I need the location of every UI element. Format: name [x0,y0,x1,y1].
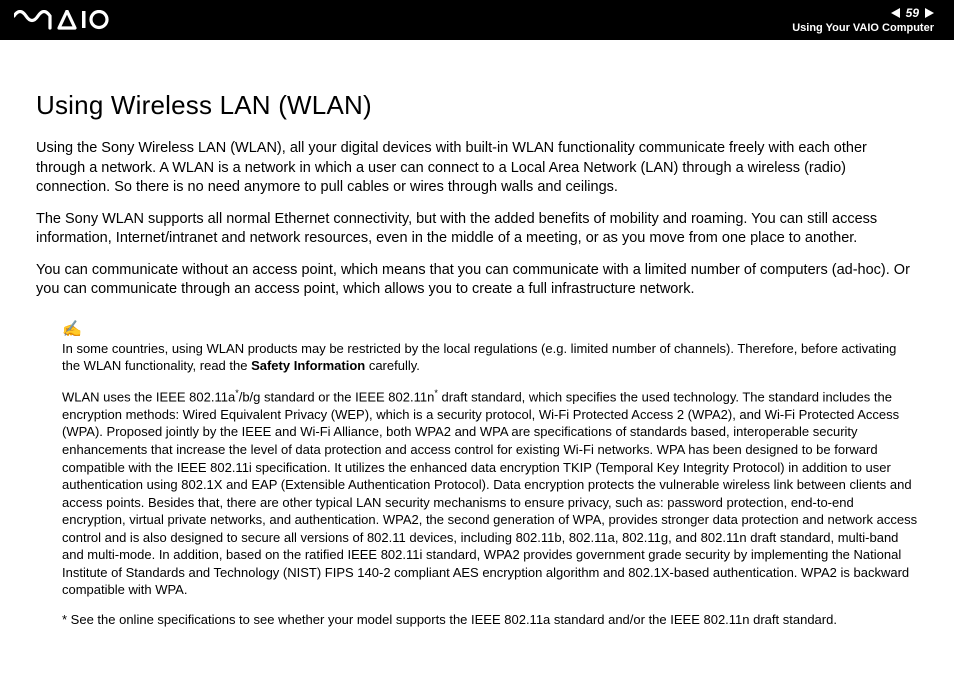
footnote: * See the online specifications to see w… [62,611,918,629]
page-header: 59 Using Your VAIO Computer [0,0,954,40]
note-block: ✍ In some countries, using WLAN products… [36,322,918,629]
page-title: Using Wireless LAN (WLAN) [36,90,918,121]
page-content: Using Wireless LAN (WLAN) Using the Sony… [0,40,954,648]
note-icon: ✍ [62,322,918,338]
note-text-part: carefully. [365,358,420,373]
paragraph: Using the Sony Wireless LAN (WLAN), all … [36,139,918,198]
page-number: 59 [906,6,919,20]
note-bold: Safety Information [251,358,365,373]
prev-page-icon[interactable] [891,8,900,18]
vaio-logo [14,10,110,30]
next-page-icon[interactable] [925,8,934,18]
paragraph: You can communicate without an access po… [36,261,918,300]
note-text-part: /b/g standard or the IEEE 802.11n [239,389,435,404]
note-regulation: In some countries, using WLAN products m… [62,340,918,375]
page-nav: 59 [891,6,934,20]
paragraph: The Sony WLAN supports all normal Ethern… [36,210,918,249]
note-text-part: WLAN uses the IEEE 802.11a [62,389,235,404]
header-right: 59 Using Your VAIO Computer [792,6,934,34]
note-technical: WLAN uses the IEEE 802.11a*/b/g standard… [62,387,918,599]
breadcrumb: Using Your VAIO Computer [792,22,934,34]
note-text-part: In some countries, using WLAN products m… [62,341,896,374]
note-text-part: draft standard, which specifies the used… [62,389,917,597]
